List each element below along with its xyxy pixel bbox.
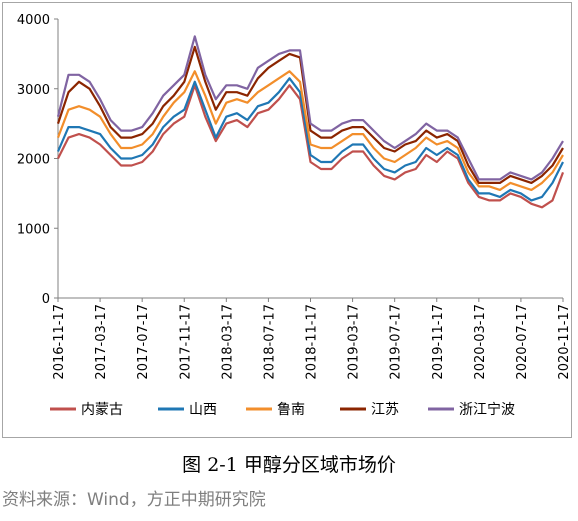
x-tick-label: 2019-11-17 [431,304,446,380]
figure-caption: 图 2-1 甲醇分区域市场价 [182,454,396,476]
series-line-5 [56,35,564,181]
legend-label: 内蒙古 [81,402,123,418]
x-tick-label: 2016-11-17 [52,304,67,380]
x-tick-label: 2017-11-17 [178,304,193,380]
y-tick-label: 4000 [17,13,50,28]
x-tick-label: 2018-11-17 [305,304,320,380]
y-tick-label: 0 [42,292,50,307]
x-tick-label: 2018-03-17 [220,304,235,380]
y-tick-label: 1000 [17,222,50,237]
x-tick-label: 2019-07-17 [389,304,404,380]
chart-frame [2,2,572,438]
x-tick-label: 2020-11-17 [557,304,572,380]
x-tick-label: 2017-03-17 [94,304,109,380]
series-line-2 [56,77,564,202]
legend-label: 江苏 [371,402,399,418]
x-tick-label: 2018-07-17 [262,304,277,380]
series-line-1 [57,84,565,209]
series-line-4 [56,45,564,184]
y-tick-label: 3000 [17,83,50,98]
y-tick-label: 2000 [17,153,50,168]
legend-label: 鲁南 [277,402,305,418]
legend-label: 浙江宁波 [459,401,515,418]
legend-label: 山西 [189,402,217,418]
x-tick-label: 2020-07-17 [515,304,530,380]
series-line-3 [56,70,564,191]
x-tick-label: 2019-03-17 [347,304,362,380]
line-chart: 0 1000 2000 3000 4000 2016-11-17 2017-03-17 201… [17,13,572,418]
x-tick-label: 2017-07-17 [136,304,151,380]
source-note: 资料来源：Wind，方正中期研究院 [2,490,266,510]
x-tick-label: 2020-03-17 [473,304,488,380]
